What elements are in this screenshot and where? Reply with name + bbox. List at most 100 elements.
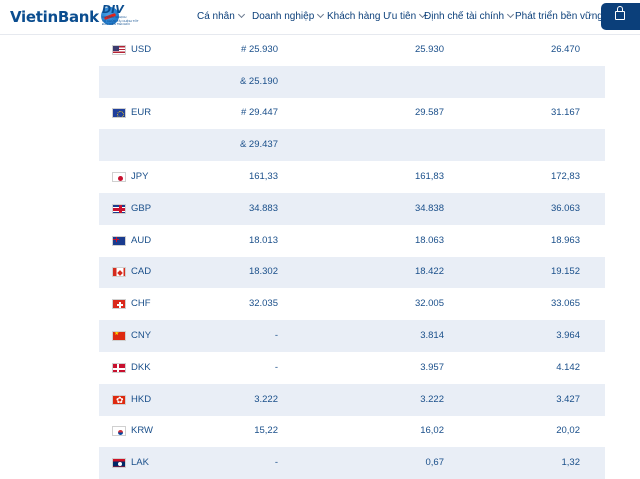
hk-flag-icon [112,394,126,405]
dk-flag-icon [112,362,126,373]
table-row: HKD 3.222 3.222 3.427 [99,383,605,416]
cn-flag-icon [112,331,126,342]
div-badge-line: TỐ CHỨC TÀI CHÍNH TỐT [102,18,139,23]
currency-code: CHF [131,298,151,310]
div-badge-line: ĐẦU TIÊN TIÊN ĐỔI [102,22,130,26]
rate-sell: 172,83 [550,171,580,183]
div-badge-title: DIV [102,3,124,16]
table-row: & 25.190 [99,65,605,98]
currency-code: GBP [131,202,152,214]
rate-buy-transfer: 34.838 [414,202,444,214]
chevron-down-icon [507,10,515,19]
chevron-down-icon [237,10,245,19]
rate-buy-transfer: 32.005 [414,298,444,310]
rate-buy-transfer: 29.587 [414,107,444,119]
rate-buy-cash: # 25.930 [241,43,278,55]
rate-buy-cash: 15,22 [254,425,278,437]
rate-buy-transfer: 18.422 [414,266,444,278]
nav-item-khach-hang-uu-tien[interactable]: Khách hàng Ưu tiên [327,10,427,22]
kr-flag-icon [112,426,126,437]
div-badge-line: CƯƠNG NGHỊCH [102,15,127,19]
rate-sell: 18.963 [550,234,580,246]
rate-sell: 3.427 [556,393,580,405]
site-header: VietinBank DIV CƯƠNG NGHỊCH TỐ CHỨC TÀI … [0,0,640,35]
table-row: AUD 18.013 18.063 18.963 [99,225,605,257]
rate-sell: 36.063 [550,202,580,214]
rate-buy-cash: # 29.447 [241,107,278,119]
rate-buy-cash: 161,33 [248,171,278,183]
currency-code: DKK [131,361,151,373]
globe-icon [100,7,119,25]
currency-code: EUR [131,107,152,119]
currency-code: AUD [131,234,152,246]
au-flag-icon [112,235,126,246]
la-flag-icon [112,458,126,469]
div-badge: DIV CƯƠNG NGHỊCH TỐ CHỨC TÀI CHÍNH TỐT Đ… [102,3,150,31]
chevron-down-icon [317,10,325,19]
lock-icon [615,6,625,20]
nav-label: Định chế tài chính [424,11,505,22]
currency-code: USD [131,43,152,55]
vietinbank-logo[interactable]: VietinBank [10,7,119,26]
rate-sell: 33.065 [550,298,580,310]
table-row: & 29.437 [99,129,605,162]
currency-code: CNY [131,330,152,342]
logo-text: VietinBank [10,8,99,26]
table-row: CNY - 3.814 3.964 [99,320,605,352]
table-row: JPY 161,33 161,83 172,83 [99,161,605,193]
nav-label: Cá nhân [197,11,235,22]
table-row: CHF 32.035 32.005 33.065 [99,288,605,320]
nav-item-dinh-che-tai-chinh[interactable]: Định chế tài chính [424,10,515,22]
rate-buy-transfer: 3.957 [420,361,444,373]
currency-code: LAK [131,457,149,469]
table-row: GBP 34.883 34.838 36.063 [99,192,605,225]
rate-buy-cash: 18.302 [248,266,278,278]
rate-buy-cash: - [274,330,278,342]
rate-buy-transfer: 3.814 [420,330,444,342]
ch-flag-icon [112,299,126,310]
rate-buy-cash: & 25.190 [239,75,278,87]
rate-sell: 19.152 [550,266,580,278]
nav-item-ca-nhan[interactable]: Cá nhân [197,10,245,22]
rate-sell: 3.964 [556,330,580,342]
rate-buy-cash: - [274,361,278,373]
rate-buy-transfer: 25.930 [414,43,444,55]
table-row: USD # 25.930 25.930 26.470 [99,34,605,66]
table-row: LAK - 0,67 1,32 [99,447,605,479]
rate-buy-cash: 3.222 [254,393,278,405]
gb-flag-icon [112,203,126,214]
ca-flag-icon [112,267,126,278]
login-button[interactable] [601,3,640,30]
rate-sell: 26.470 [550,43,580,55]
rate-buy-cash: & 29.437 [239,139,278,151]
currency-code: CAD [131,266,152,278]
rate-sell: 20,02 [556,425,580,437]
rate-sell: 4.142 [556,361,580,373]
jp-flag-icon [112,172,126,183]
rate-buy-transfer: 161,83 [414,171,444,183]
nav-item-doanh-nghiep[interactable]: Doanh nghiệp [252,10,325,22]
eu-flag-icon [112,108,126,119]
nav-label: Khách hàng Ưu tiên [327,11,417,22]
table-row: EUR # 29.447 29.587 31.167 [99,98,605,130]
rate-buy-transfer: 0,67 [425,457,445,469]
table-row: DKK - 3.957 4.142 [99,352,605,384]
table-row: KRW 15,22 16,02 20,02 [99,416,605,448]
nav-label: Phát triển bền vững [515,11,603,22]
currency-code: KRW [131,425,153,437]
rate-buy-transfer: 16,02 [420,425,444,437]
table-row: CAD 18.302 18.422 19.152 [99,256,605,289]
rate-buy-cash: - [274,457,278,469]
rate-buy-cash: 34.883 [248,202,278,214]
rate-buy-cash: 32.035 [248,298,278,310]
exchange-rate-table: USD # 25.930 25.930 26.470 & 25.190 EUR … [99,34,605,479]
rate-sell: 1,32 [561,457,581,469]
currency-code: HKD [131,393,152,405]
nav-item-phat-trien-ben-vung[interactable]: Phát triển bền vững [515,11,603,22]
nav-label: Doanh nghiệp [252,11,315,22]
rate-buy-transfer: 3.222 [420,393,444,405]
rate-buy-cash: 18.013 [248,234,278,246]
rate-sell: 31.167 [550,107,580,119]
currency-code: JPY [131,171,149,183]
rate-buy-transfer: 18.063 [414,234,444,246]
